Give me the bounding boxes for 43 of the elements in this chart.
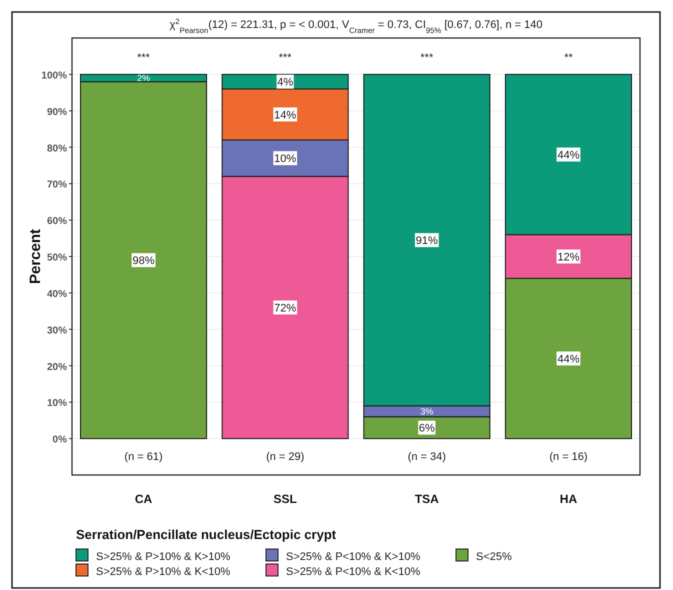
y-tick-label: 80% (46, 143, 68, 154)
y-tick-label: 0% (52, 434, 68, 446)
y-tick-label: 70% (46, 180, 68, 191)
data-label: 98% (132, 255, 155, 268)
data-label: 72% (274, 302, 296, 314)
annotation: (n = 61) (124, 451, 163, 463)
y-axis-title: Percent (27, 228, 44, 284)
y-tick-label: 30% (46, 325, 68, 336)
x-tick-label: SSL (274, 492, 297, 506)
annotation: *** (137, 52, 151, 64)
y-tick-label: 90% (46, 106, 68, 118)
data-label: 44% (557, 150, 580, 162)
data-label: 91% (416, 235, 438, 248)
legend-title: Serration/Pencillate nucleus/Ectopic crypt (76, 527, 337, 542)
x-tick-label: CA (134, 492, 153, 506)
data-label: 3% (420, 406, 434, 416)
data-label: 12% (557, 252, 580, 264)
x-tick-label: HA (560, 492, 578, 506)
x-tick-label: TSA (414, 492, 440, 506)
legend-label: S>25% & P>10% & K>10% (96, 551, 230, 563)
annotation: *** (278, 52, 292, 64)
annotation: (n = 16) (549, 451, 588, 463)
y-tick-label: 20% (46, 362, 68, 373)
annotation: (n = 29) (266, 451, 304, 463)
data-label: 2% (137, 73, 150, 84)
data-label: 44% (557, 353, 580, 366)
chart-title: χ$^{2}$$_{Pearson}$(12) = 221.31, p = < 0.001, V$_{Cramer}$ = 0.73, CI$_{95%}$ [0.67, 0.76], n = 140 (170, 16, 542, 34)
data-label: 6% (418, 422, 435, 435)
y-tick-label: 40% (46, 288, 68, 300)
annotation: *** (420, 52, 434, 64)
y-tick-label: 100% (41, 70, 68, 82)
legend-label: S<25% (476, 551, 512, 563)
annotation: ** (564, 52, 574, 64)
y-tick-label: 50% (46, 252, 68, 264)
annotation: (n = 34) (408, 451, 446, 463)
data-label: 4% (277, 76, 294, 89)
legend-label: S>25% & P<10% & K>10% (286, 551, 420, 563)
legend-label: S>25% & P>10% & K<10% (96, 566, 230, 578)
data-label: 10% (274, 153, 296, 166)
data-label: 14% (274, 109, 296, 122)
legend-label: S>25% & P<10% & K<10% (286, 566, 420, 578)
y-tick-label: 60% (46, 216, 68, 228)
y-tick-label: 10% (46, 398, 68, 410)
